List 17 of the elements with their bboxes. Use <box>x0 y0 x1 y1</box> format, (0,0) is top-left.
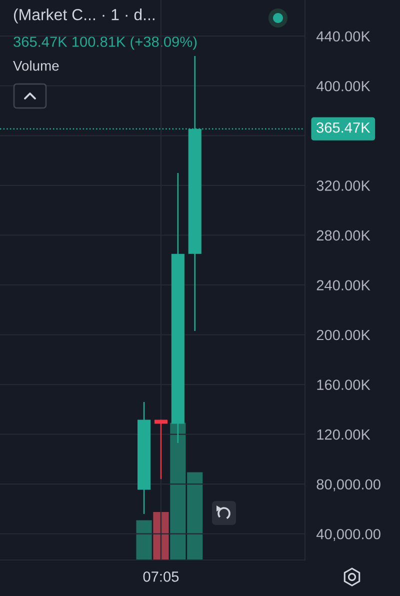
text: (Market C... · 1 · d... <box>14 8 154 24</box>
y-tick-label: 160.00K <box>317 380 370 390</box>
y-tick-label: 80,000.00 <box>316 479 380 492</box>
y-tick-label: 440.00K <box>316 31 370 42</box>
y-tick-label: 200.00K <box>316 330 370 340</box>
chart-title: Volume <box>13 60 59 71</box>
x-tick-label: 07:05 <box>143 571 179 582</box>
bar <box>136 520 152 560</box>
text: 365.47K 100.81K (+38.09%) <box>14 36 197 50</box>
y-tick-label: 120.00K <box>317 429 370 440</box>
y-tick-label: 240.00K <box>316 280 370 290</box>
y-tick-label: 280.00K <box>316 230 370 241</box>
y-tick-label: 400.00K <box>316 80 370 92</box>
ref-line-label: 365.47K <box>316 122 370 133</box>
bar <box>153 512 169 560</box>
y-tick-label: 320.00K <box>316 180 370 191</box>
y-tick-label: 40,000.00 <box>316 528 380 542</box>
